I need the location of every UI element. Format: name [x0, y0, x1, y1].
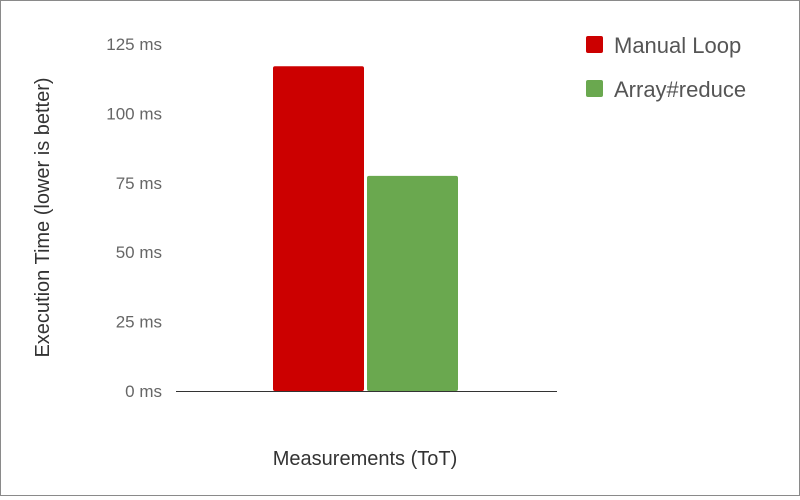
bar-manual-loop — [273, 66, 364, 391]
y-tick-label: 75 ms — [116, 174, 162, 193]
legend-label: Manual Loop — [614, 33, 741, 58]
x-axis-title: Measurements (ToT) — [273, 448, 458, 470]
legend-swatch — [586, 80, 603, 97]
y-tick-label: 0 ms — [125, 382, 162, 401]
bars — [273, 66, 458, 391]
y-axis-title: Execution Time (lower is better) — [32, 77, 54, 357]
legend-swatch — [586, 36, 603, 53]
y-tick-label: 125 ms — [106, 35, 162, 54]
legend: Manual Loop Array#reduce — [586, 33, 746, 102]
y-axis-ticks: 0 ms 25 ms 50 ms 75 ms 100 ms 125 ms — [106, 35, 162, 401]
bar-array-reduce — [367, 175, 458, 391]
y-tick-label: 50 ms — [116, 243, 162, 262]
y-tick-label: 25 ms — [116, 313, 162, 332]
legend-label: Array#reduce — [614, 77, 746, 102]
y-tick-label: 100 ms — [106, 104, 162, 123]
